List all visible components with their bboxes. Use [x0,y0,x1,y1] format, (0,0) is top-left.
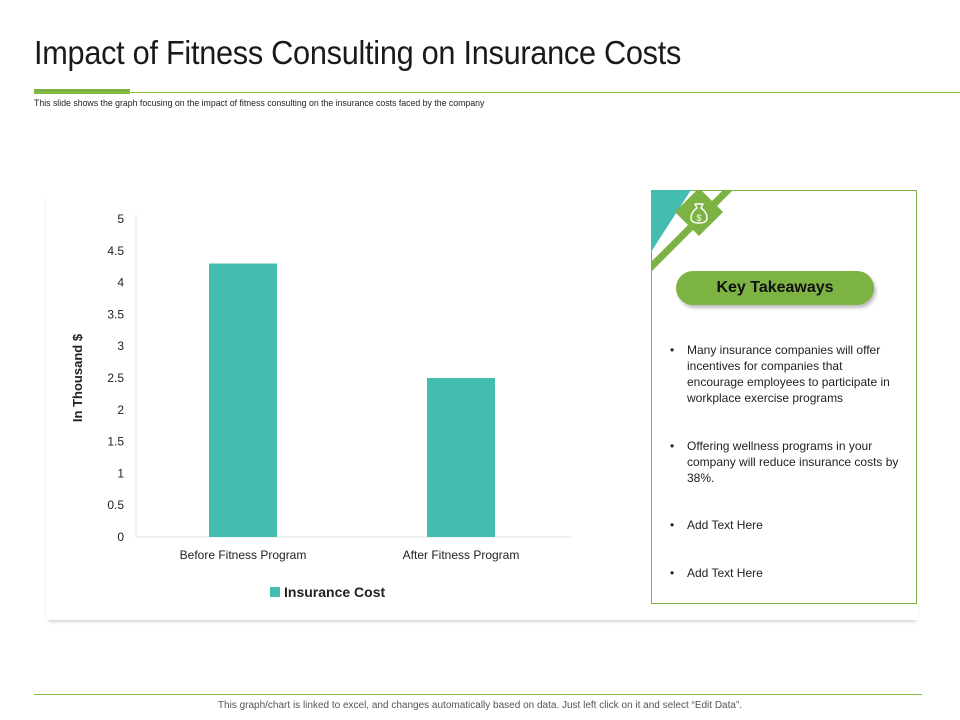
y-tick-label-3: 1.5 [107,435,124,449]
money-bag-icon: $ [674,190,724,237]
corner-teal-triangle [651,190,691,252]
page-title: Impact of Fitness Consulting on Insuranc… [34,34,682,71]
y-tick-label-8: 4 [117,276,124,290]
title-accent-bar [34,89,130,94]
legend-label: Insurance Cost [284,584,385,600]
takeaway-item-4: Add Text Here [670,565,900,581]
takeaway-item-2: Offering wellness programs in your compa… [670,438,900,486]
key-takeaways-heading: Key Takeaways [676,271,874,305]
svg-text:$: $ [696,213,701,223]
card-corner-decoration: $ [651,190,733,272]
y-tick-label-4: 2 [117,403,124,417]
y-tick-label-6: 3 [117,339,124,353]
x-category-label-1: Before Fitness Program [180,548,307,562]
takeaway-item-3: Add Text Here [670,517,900,533]
title-divider [34,92,960,93]
y-tick-label-9: 4.5 [107,244,124,258]
y-tick-label-5: 2.5 [107,371,124,385]
footer-divider [34,694,922,695]
y-tick-label-10: 5 [117,212,124,226]
y-tick-label-2: 1 [117,466,124,480]
takeaway-item-1: Many insurance companies will offer ince… [670,342,900,406]
x-category-label-2: After Fitness Program [403,548,520,562]
bar-chart[interactable]: 0 0.5 1 1.5 2 2.5 3 3.5 4 4.5 5 In Thousand $ Before… [46,190,646,620]
legend-swatch [270,587,280,597]
chart-panel: 0 0.5 1 1.5 2 2.5 3 3.5 4 4.5 5 In Thousand $ Before… [46,190,918,620]
y-axis-label: In Thousand $ [70,333,85,422]
y-tick-label-0: 0 [117,530,124,544]
bar-1 [209,263,277,537]
footer-note: This graph/chart is linked to excel, and… [217,700,743,711]
bar-2 [427,378,495,537]
y-tick-label-7: 3.5 [107,307,124,321]
y-tick-label-1: 0.5 [107,498,124,512]
page-subtitle: This slide shows the graph focusing on t… [34,98,485,109]
